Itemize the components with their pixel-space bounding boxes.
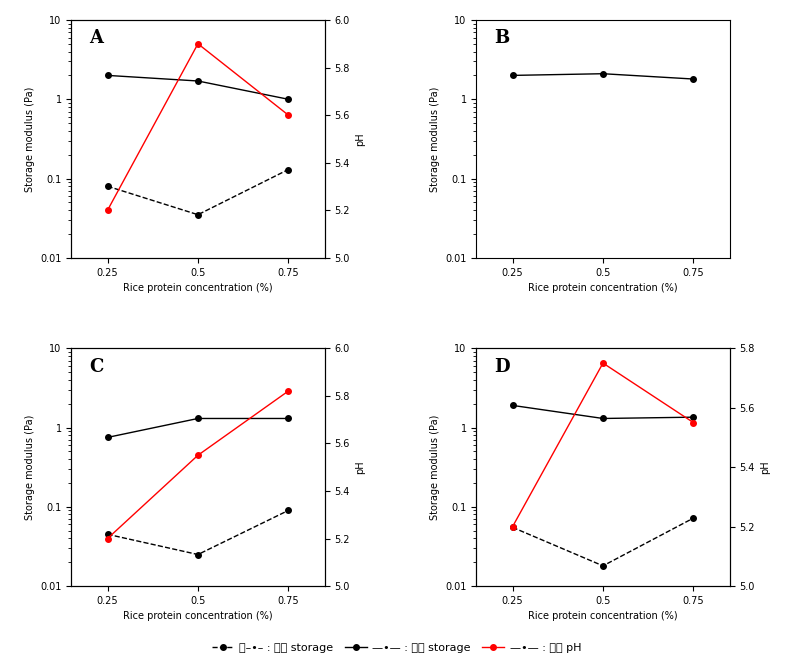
Text: D: D bbox=[494, 358, 510, 376]
Legend: ・–•– : 교차 storage, —•— : 최종 storage, —•— : 교차 pH: ・–•– : 교차 storage, —•— : 최종 storage, —•—… bbox=[207, 638, 586, 657]
Y-axis label: Storage modulus (Pa): Storage modulus (Pa) bbox=[430, 86, 440, 192]
Y-axis label: pH: pH bbox=[760, 460, 770, 474]
Text: A: A bbox=[89, 29, 103, 47]
X-axis label: Rice protein concentration (%): Rice protein concentration (%) bbox=[528, 283, 678, 293]
Text: B: B bbox=[494, 29, 509, 47]
Text: C: C bbox=[89, 358, 103, 376]
Y-axis label: Storage modulus (Pa): Storage modulus (Pa) bbox=[25, 414, 35, 520]
Y-axis label: pH: pH bbox=[355, 132, 366, 146]
X-axis label: Rice protein concentration (%): Rice protein concentration (%) bbox=[123, 283, 273, 293]
Y-axis label: pH: pH bbox=[355, 460, 366, 474]
Y-axis label: Storage modulus (Pa): Storage modulus (Pa) bbox=[25, 86, 35, 192]
X-axis label: Rice protein concentration (%): Rice protein concentration (%) bbox=[528, 611, 678, 621]
Y-axis label: Storage modulus (Pa): Storage modulus (Pa) bbox=[430, 414, 440, 520]
X-axis label: Rice protein concentration (%): Rice protein concentration (%) bbox=[123, 611, 273, 621]
